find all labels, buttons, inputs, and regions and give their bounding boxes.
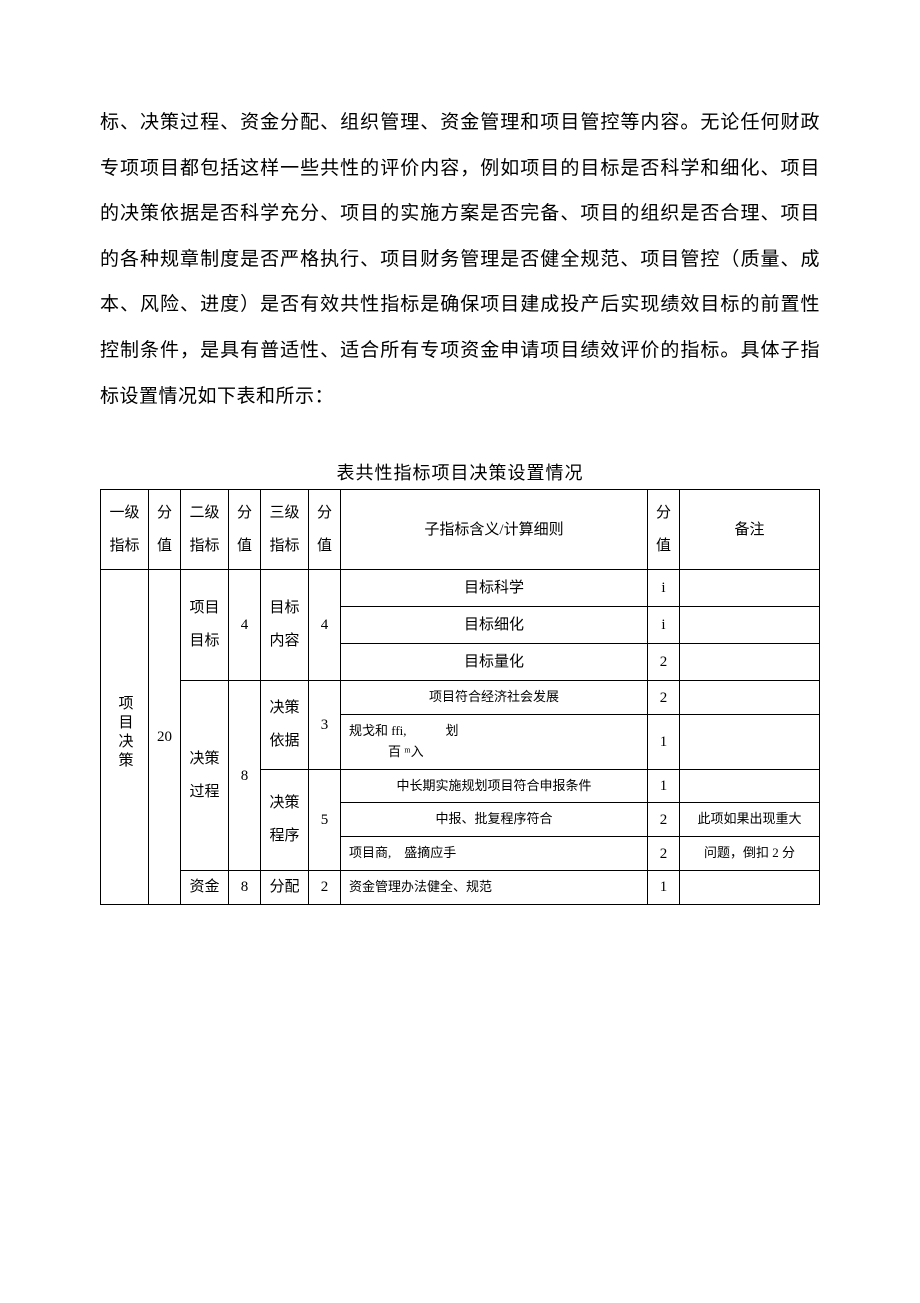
r7-score: 2 [648,803,680,837]
lv3b-score-cell: 3 [309,681,341,769]
r6-remark [680,769,820,803]
r4-remark [680,681,820,715]
lv2c-name-cell: 资金 [181,870,229,904]
r3-score: 2 [648,644,680,681]
r4-score: 2 [648,681,680,715]
lv3d-name-cell: 分配 [261,870,309,904]
r5-score: 1 [648,714,680,769]
lv3b-n2: 依据 [263,725,306,758]
th-level1-l2: 指标 [103,530,146,563]
lv1-score-cell: 20 [149,570,181,905]
table-row: 项目决策 20 项目 目标 4 目标 内容 4 目标科学 i [101,570,820,607]
r1-desc: 目标科学 [341,570,648,607]
lv3a-n2: 内容 [263,625,306,658]
lv3c-n1: 决策 [263,787,306,820]
th-score3-l2: 值 [311,530,338,563]
indicator-table: 一级 指标 分 值 二级 指标 分 值 三级 指标 [100,489,820,905]
lv1-name: 项目决策 [113,695,137,771]
r6-score: 1 [648,769,680,803]
r8-score: 2 [648,837,680,871]
th-score1-l1: 分 [151,497,178,530]
th-level1-l1: 一级 [103,497,146,530]
th-level3-l2: 指标 [263,530,306,563]
r5-desc: 规戈和 ffi, 划 百 ᵐ入 [341,714,648,769]
th-desc: 子指标含义/计算细则 [341,490,648,570]
lv2a-n1: 项目 [183,592,226,625]
th-score2-l2: 值 [231,530,258,563]
th-level2-l1: 二级 [183,497,226,530]
th-score4-l1: 分 [650,497,677,530]
th-remark: 备注 [680,490,820,570]
th-level3-l1: 三级 [263,497,306,530]
th-score3-l1: 分 [311,497,338,530]
lv3a-name-cell: 目标 内容 [261,570,309,681]
th-score1: 分 值 [149,490,181,570]
table-row: 决策 过程 8 决策 依据 3 项目符合经济社会发展 2 [101,681,820,715]
th-level2-l2: 指标 [183,530,226,563]
r1-score: i [648,570,680,607]
r5-remark [680,714,820,769]
th-score4-l2: 值 [650,530,677,563]
table-caption: 表共性指标项目决策设置情况 [100,459,820,485]
lv2a-n2: 目标 [183,625,226,658]
r3-remark [680,644,820,681]
lv3b-name-cell: 决策 依据 [261,681,309,769]
r4-desc: 项目符合经济社会发展 [341,681,648,715]
lv3c-score-cell: 5 [309,769,341,870]
lv2b-n2: 过程 [183,776,226,809]
r9-score: 1 [648,870,680,904]
r2-desc: 目标细化 [341,607,648,644]
r6-desc: 中长期实施规划项目符合申报条件 [341,769,648,803]
lv3b-n1: 决策 [263,692,306,725]
body-paragraph: 标、决策过程、资金分配、组织管理、资金管理和项目管控等内容。无论任何财政专项项目… [100,100,820,419]
r8-remark: 问题，倒扣 2 分 [680,837,820,871]
lv2a-name-cell: 项目 目标 [181,570,229,681]
r2-remark [680,607,820,644]
r9-desc: 资金管理办法健全、规范 [341,870,648,904]
th-score2: 分 值 [229,490,261,570]
lv3a-n1: 目标 [263,592,306,625]
th-level2: 二级 指标 [181,490,229,570]
lv2b-score-cell: 8 [229,681,261,871]
lv3c-n2: 程序 [263,820,306,853]
table-header-row: 一级 指标 分 值 二级 指标 分 值 三级 指标 [101,490,820,570]
lv2b-n1: 决策 [183,743,226,776]
th-level3: 三级 指标 [261,490,309,570]
th-score3: 分 值 [309,490,341,570]
r9-remark [680,870,820,904]
lv3d-score-cell: 2 [309,870,341,904]
table-row: 资金 8 分配 2 资金管理办法健全、规范 1 [101,870,820,904]
r2-score: i [648,607,680,644]
lv3c-name-cell: 决策 程序 [261,769,309,870]
th-score4: 分 值 [648,490,680,570]
r7-desc: 中报、批复程序符合 [341,803,648,837]
lv2b-name-cell: 决策 过程 [181,681,229,871]
r7-remark: 此项如果出现重大 [680,803,820,837]
th-score1-l2: 值 [151,530,178,563]
lv1-name-cell: 项目决策 [101,570,149,905]
lv3a-score-cell: 4 [309,570,341,681]
lv2c-score-cell: 8 [229,870,261,904]
r1-remark [680,570,820,607]
lv2a-score-cell: 4 [229,570,261,681]
r8-desc: 项目商, 盛摘应手 [341,837,648,871]
r3-desc: 目标量化 [341,644,648,681]
th-score2-l1: 分 [231,497,258,530]
th-level1: 一级 指标 [101,490,149,570]
